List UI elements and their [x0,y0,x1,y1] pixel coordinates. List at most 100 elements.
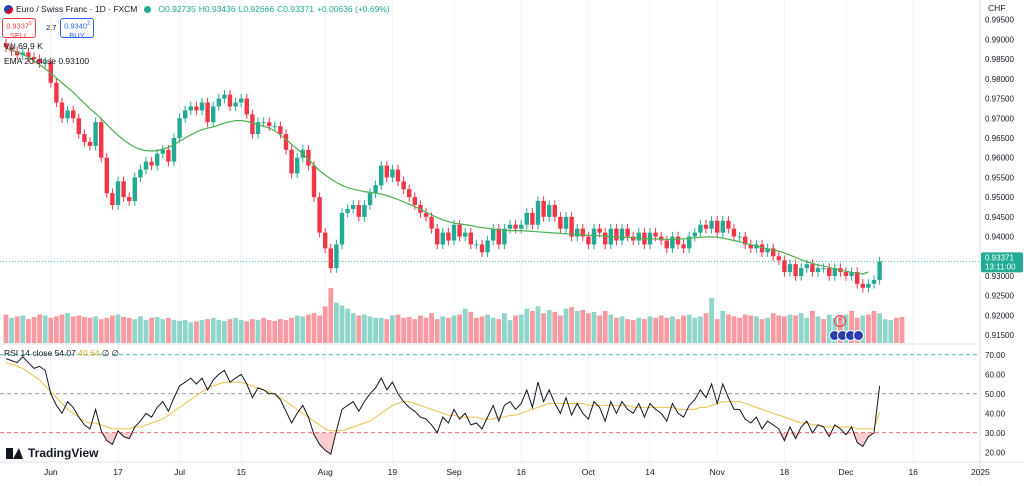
rsi-axis-tick: 70.00 [985,351,1006,360]
volume-bar [608,314,614,343]
price-axis-tick: 0.99500 [985,16,1014,25]
candle-body [491,228,496,241]
volume-bar [524,308,530,343]
volume-bar [166,317,171,343]
volume-bar [132,319,138,343]
candle-body [759,244,765,253]
price-axis-tick: 0.92000 [985,311,1014,320]
candle-body [457,224,462,237]
rsi-oversold-fill [123,432,130,439]
candle-body [530,212,535,225]
ema-20-line [5,47,869,275]
candle-body [832,268,837,276]
volume-bar [642,319,647,343]
volume-bar [630,320,636,343]
candle-body [670,236,675,249]
candle-body [843,272,849,276]
volume-bar [720,310,726,343]
candle-body [255,122,261,135]
candle-body [132,177,137,202]
volume-bar [849,310,854,343]
candle-body [502,228,507,245]
volume-bar [182,320,188,343]
volume-bar [810,310,815,343]
candle-body [26,52,31,58]
volume-bar [709,298,714,343]
volume-bar [894,317,899,343]
candle-body [810,264,815,273]
candle-body [849,272,854,276]
volume-bar [485,314,490,343]
volume-bar [546,310,552,343]
candle-body [384,165,389,178]
volume-bar [390,315,395,343]
tradingview-logo[interactable]: TradingView [6,446,98,460]
volume-bar [250,319,255,343]
volume-bar [26,319,31,343]
price-axis-tick: 0.97500 [985,95,1014,104]
volume-bar [138,316,143,343]
candle-body [194,106,199,111]
volume-bar [602,310,608,343]
volume-bar [429,313,434,343]
candle-body [440,232,445,245]
candle-body [569,216,574,237]
candle-body [82,134,87,142]
rsi-oversold-fill [308,432,314,435]
symbol-title[interactable]: Euro / Swiss Franc · 1D · FXCM [16,4,138,14]
volume-bar [42,315,48,343]
volume-bar [334,302,339,343]
candle-body [877,261,882,280]
time-axis-tick: 14 [645,467,655,477]
volume-legend[interactable]: Vol 69.9 K [4,41,43,51]
candle-body [804,264,809,269]
volume-bar [670,316,675,343]
candle-body [586,236,591,245]
volume-bar [149,317,154,343]
ohlc-low: L0.92666 [238,4,275,14]
ohlc-change: +0.00636 (+0.69%) [316,4,390,14]
candle-body [311,165,317,198]
candle-body [143,161,149,170]
volume-bar [462,308,468,343]
volume-bar [93,316,98,343]
ema-legend-text: EMA 20 close 0.93100 [4,56,90,66]
event-markers[interactable] [829,330,864,341]
volume-bar [255,320,261,343]
rsi-legend[interactable]: RSI 14 close 54.07 40.64 ∅ ∅ [4,348,119,359]
candle-body [362,205,367,217]
candle-body [171,137,177,162]
buy-button[interactable]: 0.93402 BUY [60,18,94,40]
price-axis-tick: 0.99000 [985,35,1014,44]
candle-body [188,106,193,111]
sell-button[interactable]: 0.93375 SELL [2,18,36,40]
volume-bar [754,316,759,343]
volume-bar [664,317,670,343]
alert-icon[interactable]: ⚡ [834,315,846,327]
candle-body [138,169,143,178]
ema-legend[interactable]: EMA 20 close 0.93100 [4,56,89,66]
rsi-line [5,355,881,456]
rsi-oversold-fill [795,432,802,439]
volume-bar [658,315,664,343]
volume-bar [395,314,401,343]
candle-body [507,224,513,229]
candle-body [855,272,860,284]
time-axis-tick: Dec [838,467,854,477]
candle-body [390,169,395,178]
volume-bar [580,310,586,343]
brand-name: TradingView [28,446,99,460]
sell-price-sup: 5 [29,21,32,27]
buy-price-sup: 2 [87,21,90,27]
candle-body [121,181,126,198]
last-price-tag[interactable] [981,252,1023,273]
volume-bar [261,317,266,343]
time-axis-tick: 19 [388,467,398,477]
event-marker-icon[interactable] [853,330,864,341]
volume-bar [177,321,182,343]
volume-bar [37,314,42,343]
candle-body [614,228,619,241]
candle-body [827,268,832,276]
